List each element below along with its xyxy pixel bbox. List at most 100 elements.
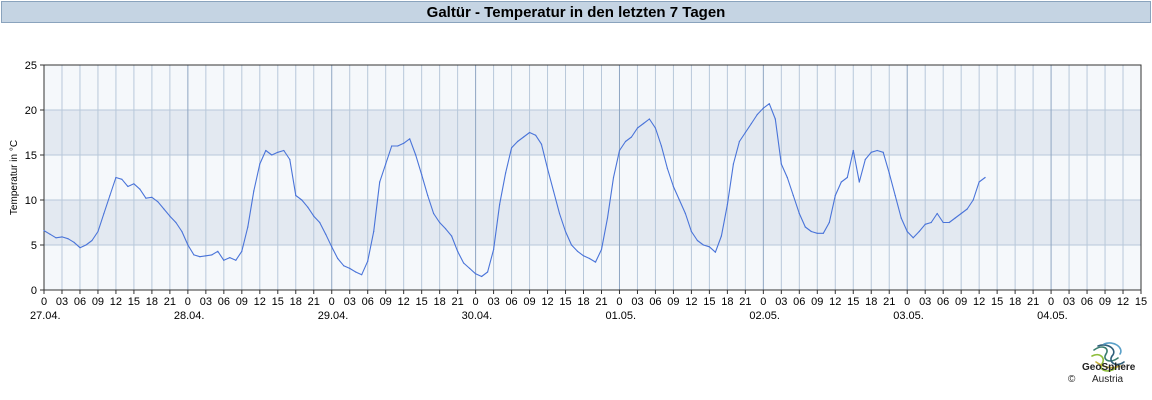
x-tick-label: 15 (416, 296, 428, 308)
x-tick-label: 15 (128, 296, 140, 308)
data-point (457, 250, 459, 252)
x-date-label: 02.05. (749, 310, 780, 322)
x-tick-label: 12 (254, 296, 266, 308)
data-point (433, 212, 435, 215)
data-point (828, 221, 830, 224)
data-point (810, 230, 812, 233)
x-tick-label: 21 (883, 296, 895, 308)
x-tick-label: 15 (272, 296, 284, 308)
x-tick-label: 12 (973, 296, 985, 308)
x-tick-label: 09 (955, 296, 967, 308)
data-point (517, 140, 519, 143)
x-tick-label: 15 (991, 296, 1003, 308)
data-point (618, 149, 621, 152)
data-point (756, 113, 758, 116)
x-tick-label: 03 (344, 296, 356, 308)
data-point (888, 172, 890, 174)
x-tick-label: 0 (1048, 296, 1054, 308)
data-point (654, 127, 657, 129)
data-point (169, 215, 171, 217)
data-point (552, 190, 555, 192)
data-point (265, 149, 267, 152)
data-point (193, 254, 195, 256)
y-tick-label: 10 (25, 195, 37, 207)
x-tick-label: 09 (1099, 296, 1111, 308)
data-point (666, 167, 669, 170)
y-band (44, 110, 1141, 155)
y-band (44, 200, 1141, 245)
x-tick-label: 12 (398, 296, 410, 308)
data-point (97, 230, 99, 233)
data-point (708, 246, 711, 248)
y-axis-ticks: 0 5 10 15 20 25 (25, 60, 44, 297)
x-tick-label: 03 (775, 296, 787, 308)
data-point (115, 176, 117, 179)
x-tick-label: 0 (185, 296, 191, 308)
data-point (960, 212, 962, 215)
data-point (624, 140, 627, 143)
x-tick-label: 03 (56, 296, 68, 308)
data-point (660, 145, 663, 147)
copyright-symbol: © (1068, 374, 1076, 385)
data-point (295, 194, 297, 197)
x-date-label: 30.04. (462, 310, 493, 322)
x-date-label: 04.05. (1037, 310, 1068, 322)
data-point (696, 239, 699, 242)
data-point (163, 208, 165, 210)
x-tick-label: 21 (164, 296, 176, 308)
data-point (325, 233, 327, 235)
x-tick-label: 09 (380, 296, 392, 308)
data-point (672, 185, 675, 188)
data-point (451, 235, 453, 237)
data-point (103, 212, 105, 215)
data-point (367, 260, 369, 262)
data-point (241, 250, 243, 252)
data-point (157, 201, 159, 203)
data-point (804, 226, 806, 228)
data-point (121, 178, 123, 180)
data-point (439, 221, 441, 224)
x-tick-label: 18 (721, 296, 733, 308)
logo-subtitle: Austria (1092, 374, 1124, 385)
x-tick-label: 03 (200, 296, 212, 308)
data-point (379, 181, 381, 183)
data-point (816, 232, 818, 234)
data-point (870, 151, 872, 153)
data-point (409, 138, 411, 140)
x-tick-label: 09 (811, 296, 823, 308)
data-point (391, 145, 393, 147)
data-point (223, 259, 225, 261)
data-point (127, 185, 129, 188)
data-point (762, 107, 764, 109)
data-point (882, 151, 884, 153)
data-point (858, 181, 860, 183)
x-tick-label: 06 (793, 296, 805, 308)
data-point (912, 237, 914, 239)
data-point (469, 267, 471, 269)
data-point (576, 250, 579, 252)
x-date-label: 01.05. (605, 310, 636, 322)
data-point (864, 158, 866, 161)
data-point (918, 230, 920, 233)
data-point (73, 241, 75, 243)
data-point (774, 118, 776, 120)
data-point (684, 212, 687, 215)
data-point (349, 267, 351, 269)
x-date-label: 03.05. (893, 310, 924, 322)
data-point (642, 122, 645, 125)
data-point (271, 154, 273, 156)
x-tick-label: 09 (523, 296, 535, 308)
y-tick-label: 0 (31, 285, 37, 297)
x-tick-label: 03 (631, 296, 643, 308)
data-point (612, 176, 615, 179)
data-point (343, 265, 345, 267)
data-point (834, 194, 836, 197)
data-point (744, 131, 747, 134)
data-point (139, 188, 141, 190)
x-tick-label: 15 (1135, 296, 1147, 308)
data-point (936, 212, 938, 215)
x-tick-label: 06 (218, 296, 230, 308)
y-tick-label: 15 (25, 150, 37, 162)
plot-frame (43, 64, 1142, 291)
